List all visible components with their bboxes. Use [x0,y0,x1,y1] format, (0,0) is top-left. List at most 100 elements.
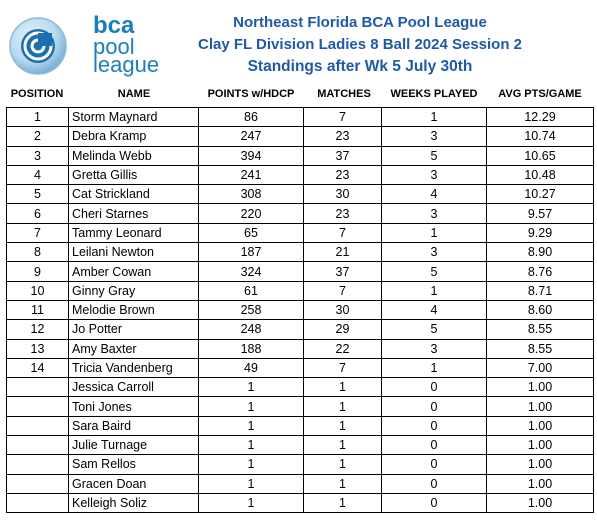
cell-position [6,435,69,456]
logo-text-pool: pool [93,34,135,59]
table-row: 12 Jo Potter 248 29 5 8.55 [6,319,594,340]
cell-points: 258 [198,299,304,321]
cell-weeks-played: 0 [381,454,487,475]
cell-avg-pts: 8.60 [486,299,594,321]
cell-name: Tammy Leonard [68,222,199,244]
cell-matches: 21 [303,242,382,263]
cell-name: Ginny Gray [68,280,199,301]
cell-matches: 7 [303,106,382,128]
cell-avg-pts: 1.00 [486,454,594,475]
cell-points: 394 [198,145,304,166]
bca-pool-league-logo: bca pool league [8,12,168,80]
column-header-avg-pts: AVG PTS/GAME [498,88,582,100]
cell-position: 11 [6,299,69,321]
cell-position: 6 [6,203,69,224]
cell-avg-pts: 8.71 [486,280,594,301]
cell-avg-pts: 7.00 [486,357,594,379]
cell-position: 8 [6,242,69,263]
cell-weeks-played: 5 [381,261,487,282]
cell-position: 9 [6,261,69,282]
cell-avg-pts: 10.27 [486,184,594,205]
cell-avg-pts: 1.00 [486,473,594,494]
column-header-weeks-played: WEEKS PLAYED [390,88,478,100]
cell-matches: 23 [303,203,382,224]
cell-position: 12 [6,319,69,340]
table-row: 4 Gretta Gillis 241 23 3 10.48 [6,164,594,186]
cell-avg-pts: 1.00 [486,435,594,456]
cell-points: 188 [198,338,304,359]
cell-avg-pts: 8.55 [486,319,594,340]
cell-matches: 29 [303,319,382,340]
cell-matches: 1 [303,492,382,514]
cell-avg-pts: 8.55 [486,338,594,359]
cell-points: 1 [198,435,304,456]
title-block: Northeast Florida BCA Pool League Clay F… [170,12,550,78]
cell-position [6,377,69,398]
cell-position: 13 [6,338,69,359]
cell-matches: 7 [303,222,382,244]
cell-points: 61 [198,280,304,301]
cell-position [6,454,69,475]
cell-position: 3 [6,145,69,166]
table-row: Sara Baird 1 1 0 1.00 [6,415,594,437]
cell-points: 187 [198,242,304,263]
cell-name: Jessica Carroll [68,377,199,398]
cell-matches: 22 [303,338,382,359]
table-row: 14 Tricia Vandenberg 49 7 1 7.00 [6,357,594,379]
cell-name: Melodie Brown [68,299,199,321]
cell-name: Julie Turnage [68,435,199,456]
cell-avg-pts: 10.74 [486,126,594,147]
header: bca pool league Northeast Florida BCA Po… [0,0,597,84]
cell-matches: 1 [303,377,382,398]
cell-points: 308 [198,184,304,205]
cell-name: Toni Jones [68,396,199,417]
cell-matches: 7 [303,357,382,379]
table-row: 5 Cat Strickland 308 30 4 10.27 [6,184,594,205]
standings-table: 1 Storm Maynard 86 7 1 12.29 2 Debra Kramp 247 23… [6,106,594,514]
cell-name: Cat Strickland [68,184,199,205]
cell-avg-pts: 10.65 [486,145,594,166]
cell-points: 247 [198,126,304,147]
table-row: Sam Rellos 1 1 0 1.00 [6,454,594,475]
table-row: Gracen Doan 1 1 0 1.00 [6,473,594,494]
column-header-position: POSITION [10,88,64,100]
cell-weeks-played: 3 [381,338,487,359]
league-title: Northeast Florida BCA Pool League [233,14,487,31]
cell-weeks-played: 1 [381,106,487,128]
table-row: Toni Jones 1 1 0 1.00 [6,396,594,417]
cell-matches: 1 [303,473,382,494]
cell-position: 10 [6,280,69,301]
cell-weeks-played: 0 [381,492,487,514]
cell-name: Sara Baird [68,415,199,437]
cell-name: Gracen Doan [68,473,199,494]
standings-title: Standings after Wk 5 July 30th [247,58,473,75]
table-row: 3 Melinda Webb 394 37 5 10.65 [6,145,594,166]
table-row: 11 Melodie Brown 258 30 4 8.60 [6,299,594,321]
cell-weeks-played: 0 [381,473,487,494]
cell-position [6,396,69,417]
table-row: Kelleigh Soliz 1 1 0 1.00 [6,492,594,514]
cell-weeks-played: 0 [381,396,487,417]
bca-logo-icon [9,17,67,75]
cell-matches: 37 [303,261,382,282]
cell-name: Jo Potter [68,319,199,340]
cell-matches: 37 [303,145,382,166]
division-title: Clay FL Division Ladies 8 Ball 2024 Sess… [197,36,523,53]
cell-position: 14 [6,357,69,379]
cell-position [6,492,69,514]
cell-avg-pts: 9.29 [486,222,594,244]
cell-matches: 30 [303,299,382,321]
cell-avg-pts: 1.00 [486,396,594,417]
cell-name: Leilani Newton [68,242,199,263]
cell-weeks-played: 4 [381,184,487,205]
cell-points: 220 [198,203,304,224]
cell-matches: 23 [303,126,382,147]
cell-position: 5 [6,184,69,205]
cell-weeks-played: 3 [381,203,487,224]
standings-rows: 1 Storm Maynard 86 7 1 12.29 2 Debra Kramp 247 23… [6,106,594,514]
table-row: 7 Tammy Leonard 65 7 1 9.29 [6,222,594,244]
cell-weeks-played: 5 [381,319,487,340]
cell-points: 49 [198,357,304,379]
table-row: 9 Amber Cowan 324 37 5 8.76 [6,261,594,282]
cell-position: 2 [6,126,69,147]
